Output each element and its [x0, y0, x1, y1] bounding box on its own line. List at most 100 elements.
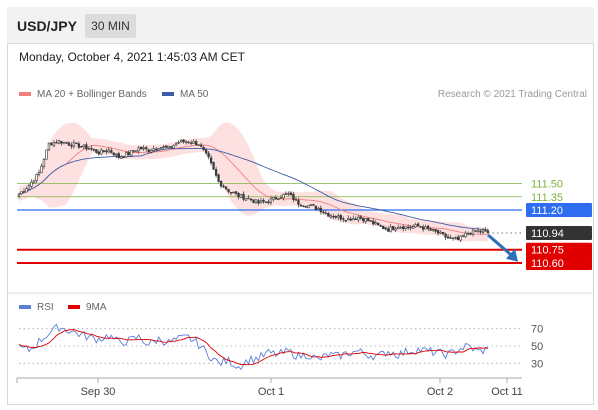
candle [259, 197, 263, 204]
candle [302, 205, 305, 208]
candle [40, 163, 43, 174]
candle [37, 169, 41, 177]
candle [454, 236, 457, 240]
level-label: 110.60 [531, 258, 564, 270]
legend-label-9ma: 9MA [86, 302, 107, 313]
candle [25, 186, 28, 193]
level-tag-110-60: 110.60 [526, 255, 592, 270]
candle [444, 232, 447, 241]
candle [140, 146, 143, 150]
candle [194, 139, 198, 146]
time-tick-label: Oct 2 [427, 386, 453, 398]
candle [414, 222, 417, 228]
candle [344, 219, 347, 223]
candle [374, 220, 377, 226]
candle [449, 234, 452, 239]
candle [20, 191, 23, 195]
candle [384, 226, 387, 231]
candle [192, 139, 195, 144]
candle [461, 234, 465, 237]
candle [132, 150, 135, 153]
candle [72, 139, 76, 149]
candle [327, 211, 330, 217]
candle [55, 139, 58, 144]
candle [247, 195, 250, 200]
candle [75, 142, 78, 145]
legend-label-bollinger: MA 20 + Bollinger Bands [37, 89, 147, 100]
candle [369, 220, 372, 222]
candle [182, 139, 185, 144]
legend-9ma: 9MA [68, 302, 107, 313]
candle [217, 173, 220, 183]
candle [219, 180, 223, 189]
rsi-tick-30: 30 [531, 358, 543, 370]
candle [479, 229, 482, 235]
candle [214, 166, 218, 178]
candle [469, 232, 472, 236]
forecast-arrowhead [506, 248, 518, 262]
candle [476, 227, 480, 234]
candle [92, 148, 96, 152]
candle [117, 151, 120, 160]
candle [324, 210, 328, 215]
candle [199, 142, 203, 148]
candle [77, 141, 81, 150]
candle [364, 218, 367, 225]
candle [105, 148, 108, 155]
candle [339, 214, 342, 222]
level-label: 110.94 [531, 228, 564, 240]
candle [232, 191, 235, 194]
candle [80, 145, 83, 148]
candle [359, 215, 362, 220]
legend-label-rsi: RSI [37, 302, 54, 313]
candle [234, 190, 238, 196]
candle [135, 150, 138, 153]
candle [441, 231, 445, 236]
candle [352, 215, 355, 221]
rsi-tick-50: 50 [531, 341, 543, 353]
candle [145, 145, 148, 152]
candle [332, 213, 335, 220]
ma50-line [18, 148, 489, 231]
candle [456, 234, 460, 241]
candle [167, 145, 170, 149]
candle [471, 229, 475, 237]
candle [322, 210, 325, 215]
level-label: 111.20 [531, 205, 563, 217]
candle [97, 149, 100, 156]
candle [172, 144, 175, 150]
candle [416, 222, 420, 227]
candle [32, 179, 36, 184]
candle [30, 179, 33, 188]
candle [446, 233, 450, 239]
candle [142, 144, 145, 152]
candle [237, 192, 240, 200]
candle [407, 224, 410, 230]
candle [147, 148, 150, 154]
candle [394, 226, 397, 233]
timeframe-badge[interactable]: 30 MIN [85, 14, 136, 38]
candle [464, 230, 467, 239]
candle [272, 196, 275, 202]
candle [170, 146, 173, 149]
candle [17, 192, 21, 199]
candle [419, 225, 422, 229]
candle [409, 224, 412, 231]
candle [127, 150, 130, 157]
candle [57, 139, 61, 145]
candle [307, 204, 310, 209]
candle [411, 224, 415, 229]
candle [165, 145, 168, 149]
candle [189, 140, 193, 146]
candle [209, 154, 213, 166]
candle [337, 213, 340, 220]
legend-swatch-ma50 [162, 92, 174, 97]
legend-label-ma50: MA 50 [180, 89, 209, 100]
candle [379, 224, 382, 227]
candle [202, 145, 205, 152]
candle [187, 140, 190, 144]
candle [319, 205, 323, 215]
candle [429, 227, 432, 231]
candle [90, 145, 93, 151]
candle [229, 192, 233, 196]
